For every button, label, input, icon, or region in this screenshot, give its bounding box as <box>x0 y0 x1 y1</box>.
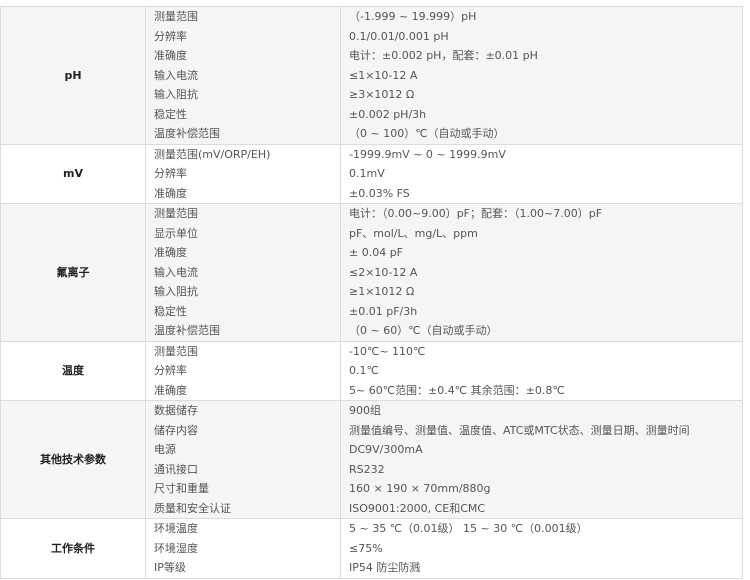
param-value: 0.1℃ <box>340 361 743 381</box>
table-row: 通讯接口 RS232 <box>1 459 743 479</box>
param-value: ±0.03% FS <box>340 183 743 204</box>
param-value: DC9V/300mA <box>340 440 743 460</box>
param-name: 准确度 <box>145 183 341 204</box>
param-value: ≤75% <box>340 538 743 558</box>
param-name: 测量范围 <box>145 340 341 361</box>
param-name: 储存内容 <box>145 420 341 440</box>
param-value: ±0.01 pF/3h <box>340 301 743 321</box>
param-value: 0.1/0.01/0.001 pH <box>340 26 743 46</box>
param-value: 电计：±0.002 pH，配套：±0.01 pH <box>340 46 743 66</box>
param-value: 160 × 190 × 70mm/880g <box>340 479 743 499</box>
param-value: -10℃~ 110℃ <box>340 340 743 361</box>
param-value: （-1.999 ~ 19.999）pH <box>340 6 743 27</box>
table-row: 质量和安全认证 ISO9001:2000, CE和CMC <box>1 498 743 519</box>
table-row: 分辨率 0.1mV <box>1 164 743 184</box>
param-name: 输入电流 <box>145 65 341 85</box>
param-name: 稳定性 <box>145 104 341 124</box>
param-value: ≥1×1012 Ω <box>340 282 743 302</box>
spec-group: pH 测量范围 （-1.999 ~ 19.999）pH 分辨率 0.1/0.01/0.0… <box>0 6 743 145</box>
param-value: pF、mol/L、mg/L、ppm <box>340 223 743 243</box>
param-name: 分辨率 <box>145 26 341 46</box>
param-name: 分辨率 <box>145 164 341 184</box>
param-name: 环境温度 <box>145 518 341 539</box>
table-row: 储存内容 测量值编号、测量值、温度值、ATC或MTC状态、测量日期、测量时间 <box>1 420 743 440</box>
table-row: 温度 测量范围 -10℃~ 110℃ <box>0 340 743 401</box>
param-name: 输入电流 <box>145 262 341 282</box>
group-label: 其他技术参数 <box>0 400 146 519</box>
table-row: 输入电流 ≤2×10-12 A <box>1 262 743 282</box>
param-value: 测量值编号、测量值、温度值、ATC或MTC状态、测量日期、测量时间 <box>340 420 743 440</box>
spec-group: 氟离子 测量范围 电计：（0.00~9.00）pF；配套：（1.00~7.00）pF… <box>0 203 743 342</box>
param-value: ≤1×10-12 A <box>340 65 743 85</box>
table-row: 稳定性 ±0.01 pF/3h <box>1 301 743 321</box>
group-label: mV <box>0 143 146 204</box>
param-value: （0 ~ 60）℃（自动或手动） <box>340 321 743 342</box>
table-row: 输入阻抗 ≥3×1012 Ω <box>1 85 743 105</box>
table-row: 尺寸和重量 160 × 190 × 70mm/880g <box>1 479 743 499</box>
param-name: 电源 <box>145 440 341 460</box>
param-name: 温度补偿范围 <box>145 124 341 145</box>
spec-group: 其他技术参数 数据储存 900组 储存内容 测量值编号、测量值、温度值、ATC或MTC状… <box>0 400 743 519</box>
param-name: 输入阻抗 <box>145 282 341 302</box>
param-value: 5 ~ 35 ℃（0.01级） 15 ~ 30 ℃（0.001级） <box>340 518 743 539</box>
spec-group: mV 测量范围(mV/ORP/EH) -1999.9mV ~ 0 ~ 1999.9m… <box>0 143 743 204</box>
param-name: 测量范围(mV/ORP/EH) <box>145 143 341 164</box>
param-value: 电计：（0.00~9.00）pF；配套：（1.00~7.00）pF <box>340 203 743 224</box>
param-value: 900组 <box>340 400 743 421</box>
table-row: 电源 DC9V/300mA <box>1 440 743 460</box>
param-name: 准确度 <box>145 46 341 66</box>
group-label: 氟离子 <box>0 203 146 342</box>
table-row: 准确度 ±0.03% FS <box>1 183 743 204</box>
param-value: RS232 <box>340 459 743 479</box>
table-row: pH 测量范围 （-1.999 ~ 19.999）pH <box>0 6 743 145</box>
param-name: 通讯接口 <box>145 459 341 479</box>
param-value: ±0.002 pH/3h <box>340 104 743 124</box>
table-row: 分辨率 0.1/0.01/0.001 pH <box>1 26 743 46</box>
param-value: （0 ~ 100）℃（自动或手动） <box>340 124 743 145</box>
table-row: 分辨率 0.1℃ <box>1 361 743 381</box>
param-name: 稳定性 <box>145 301 341 321</box>
param-value: -1999.9mV ~ 0 ~ 1999.9mV <box>340 143 743 164</box>
param-name: 输入阻抗 <box>145 85 341 105</box>
param-name: 环境湿度 <box>145 538 341 558</box>
param-value: ISO9001:2000, CE和CMC <box>340 498 743 519</box>
group-label: pH <box>0 6 146 145</box>
param-name: 显示单位 <box>145 223 341 243</box>
param-name: 准确度 <box>145 380 341 401</box>
spec-group: 温度 测量范围 -10℃~ 110℃ 分辨率 0.1℃ 准确度 5~ 60℃范围：±0.4℃… <box>0 340 743 401</box>
param-value: 0.1mV <box>340 164 743 184</box>
table-row: 氟离子 测量范围 电计：（0.00~9.00）pF；配套：（1.00~7.00）pF <box>0 203 743 342</box>
param-name: 质量和安全认证 <box>145 498 341 519</box>
spec-table: pH 测量范围 （-1.999 ~ 19.999）pH 分辨率 0.1/0.01/0.0… <box>0 6 743 579</box>
table-row: IP等级 IP54 防尘防溅 <box>1 558 743 579</box>
param-value: 5~ 60℃范围：±0.4℃ 其余范围：±0.8℃ <box>340 380 743 401</box>
table-row: 输入电流 ≤1×10-12 A <box>1 65 743 85</box>
table-row: 环境湿度 ≤75% <box>1 538 743 558</box>
param-name: 温度补偿范围 <box>145 321 341 342</box>
table-row: 温度补偿范围 （0 ~ 100）℃（自动或手动） <box>1 124 743 145</box>
group-label: 温度 <box>0 340 146 401</box>
param-name: 尺寸和重量 <box>145 479 341 499</box>
table-row: mV 测量范围(mV/ORP/EH) -1999.9mV ~ 0 ~ 1999.9m… <box>0 143 743 204</box>
param-name: 准确度 <box>145 243 341 263</box>
param-value: IP54 防尘防溅 <box>340 558 743 579</box>
param-value: ≤2×10-12 A <box>340 262 743 282</box>
spec-group: 工作条件 环境温度 5 ~ 35 ℃（0.01级） 15 ~ 30 ℃（0.001级… <box>0 518 743 579</box>
param-value: ± 0.04 pF <box>340 243 743 263</box>
param-name: 测量范围 <box>145 203 341 224</box>
group-label: 工作条件 <box>0 518 146 579</box>
table-row: 稳定性 ±0.002 pH/3h <box>1 104 743 124</box>
table-row: 准确度 ± 0.04 pF <box>1 243 743 263</box>
param-name: 测量范围 <box>145 6 341 27</box>
table-row: 输入阻抗 ≥1×1012 Ω <box>1 282 743 302</box>
table-row: 显示单位 pF、mol/L、mg/L、ppm <box>1 223 743 243</box>
param-value: ≥3×1012 Ω <box>340 85 743 105</box>
table-row: 准确度 电计：±0.002 pH，配套：±0.01 pH <box>1 46 743 66</box>
table-row: 温度补偿范围 （0 ~ 60）℃（自动或手动） <box>1 321 743 342</box>
param-name: 分辨率 <box>145 361 341 381</box>
table-row: 工作条件 环境温度 5 ~ 35 ℃（0.01级） 15 ~ 30 ℃（0.001级… <box>0 518 743 579</box>
param-name: IP等级 <box>145 558 341 579</box>
param-name: 数据储存 <box>145 400 341 421</box>
table-row: 其他技术参数 数据储存 900组 <box>0 400 743 519</box>
